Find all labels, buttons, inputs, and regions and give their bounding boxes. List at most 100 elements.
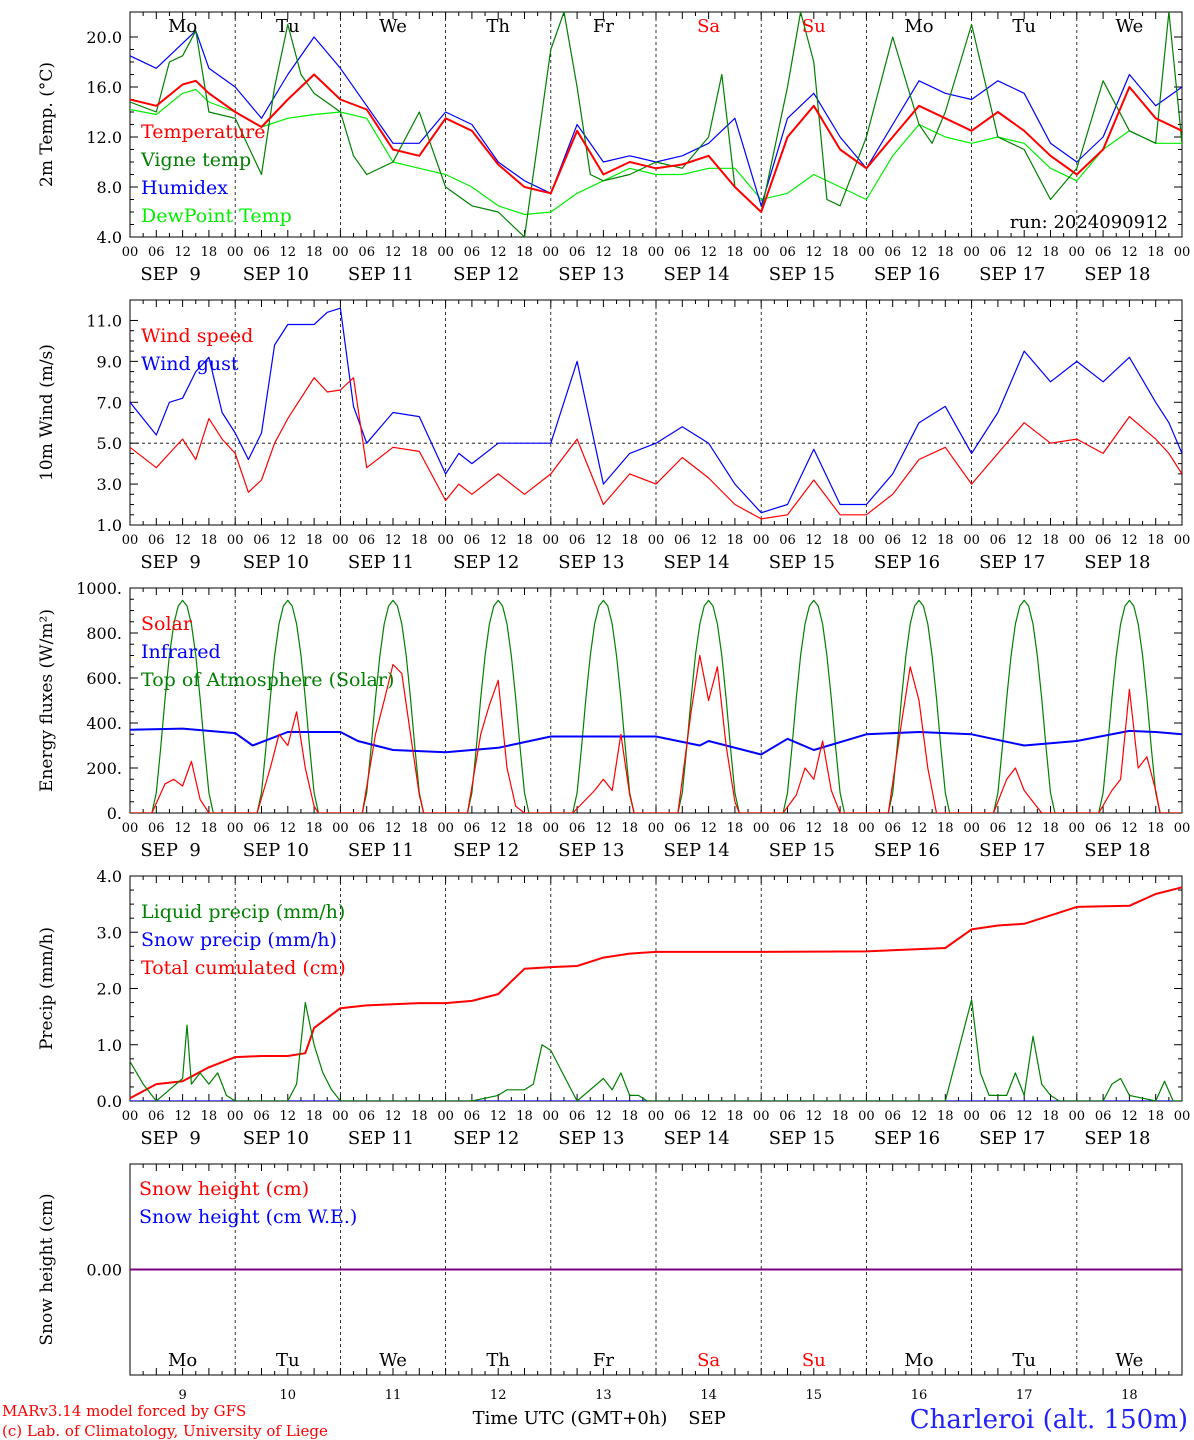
hour-label: 00 (437, 245, 454, 260)
legend-entry: Temperature (141, 121, 265, 143)
series-line-temperature (130, 73, 1182, 213)
hour-label: 06 (1095, 821, 1112, 836)
hour-label: 00 (858, 1109, 875, 1124)
series-line-vigne-temp (130, 12, 1182, 237)
date-label: SEP 11 (348, 264, 414, 285)
date-label: SEP 18 (1084, 552, 1150, 573)
hour-label: 12 (1121, 1109, 1138, 1124)
hour-label: 06 (569, 245, 586, 260)
hour-label: 18 (516, 245, 533, 260)
hour-label: 06 (779, 821, 796, 836)
hour-label: 06 (674, 821, 691, 836)
hour-label: 12 (806, 1109, 823, 1124)
y-tick-label: 12.0 (86, 128, 122, 147)
hour-label: 06 (253, 821, 270, 836)
weekday-label: Tu (1012, 16, 1036, 37)
weekday-label: Tu (1012, 1350, 1036, 1371)
date-label: SEP 9 (140, 552, 200, 573)
month-label: SEP (688, 1408, 726, 1429)
hour-label: 18 (411, 533, 428, 548)
legend-entry: DewPoint Temp (141, 205, 292, 227)
hour-label: 06 (884, 821, 901, 836)
series-line-humidex (130, 30, 1182, 207)
hour-label: 00 (753, 533, 770, 548)
hour-label: 12 (385, 245, 402, 260)
hour-label: 00 (1174, 1109, 1191, 1124)
hour-label: 18 (832, 821, 849, 836)
date-label: SEP 13 (558, 840, 624, 861)
hour-label: 00 (1069, 245, 1086, 260)
hour-label: 06 (253, 1109, 270, 1124)
hour-label: 00 (543, 245, 560, 260)
hour-label: 12 (490, 245, 507, 260)
hour-label: 00 (332, 245, 349, 260)
date-label: SEP 18 (1084, 1128, 1150, 1149)
hour-label: 00 (437, 821, 454, 836)
hour-label: 00 (332, 821, 349, 836)
hour-label: 00 (858, 245, 875, 260)
hour-label: 06 (148, 533, 165, 548)
hour-label: 18 (937, 821, 954, 836)
weekday-label: Mo (904, 1350, 933, 1371)
series-line-total-cumulated-cm (130, 886, 1182, 1100)
y-tick-label: 7.0 (97, 393, 122, 412)
hour-label: 00 (437, 533, 454, 548)
y-tick-label: 0.0 (97, 1092, 122, 1111)
series-line-wind-speed (130, 377, 1182, 520)
hour-label: 00 (227, 1109, 244, 1124)
hour-label: 00 (648, 1109, 665, 1124)
y-tick-label: 3.0 (97, 475, 122, 494)
hour-label: 18 (1042, 1109, 1059, 1124)
legend-entry: Snow precip (mm/h) (141, 929, 337, 951)
legend-entry: Humidex (141, 177, 228, 199)
hour-label: 06 (569, 821, 586, 836)
hour-label: 18 (201, 533, 218, 548)
series-line-top-of-atmosphere-solar (130, 599, 1182, 813)
date-label: SEP 11 (348, 552, 414, 573)
hour-label: 06 (464, 245, 481, 260)
hour-label: 00 (963, 1109, 980, 1124)
y-tick-label: 800. (86, 624, 122, 643)
weekday-label: We (379, 1350, 407, 1371)
hour-label: 12 (385, 533, 402, 548)
hour-label: 18 (937, 1109, 954, 1124)
hour-label: 12 (385, 1109, 402, 1124)
hour-label: 18 (1042, 821, 1059, 836)
date-label: SEP 12 (453, 552, 519, 573)
y-tick-label: 8.0 (97, 178, 122, 197)
date-label: SEP 10 (243, 552, 309, 573)
panel-frame (129, 11, 1183, 238)
legend-entry: Snow height (cm) (139, 1178, 309, 1200)
y-axis-label: Snow height (cm) (37, 1193, 57, 1345)
hour-label: 12 (806, 245, 823, 260)
hour-label: 12 (595, 1109, 612, 1124)
hour-label: 12 (806, 533, 823, 548)
hour-label: 00 (1174, 821, 1191, 836)
legend-entry: Wind speed (141, 325, 253, 347)
hour-label: 00 (227, 245, 244, 260)
hour-label: 00 (963, 533, 980, 548)
hour-label: 00 (227, 533, 244, 548)
hour-label: 12 (174, 533, 191, 548)
series-group (130, 599, 1182, 813)
date-label: SEP 12 (453, 840, 519, 861)
weekday-label: Su (802, 1350, 826, 1371)
panel-2: 1.0 3.0 5.0 7.0 9.0 11.0 10m Wind (m/s) Wind sp… (37, 299, 1190, 573)
hour-label: 06 (779, 1109, 796, 1124)
hour-label: 12 (1016, 821, 1033, 836)
legend-entry: Solar (141, 613, 193, 635)
hour-label: 12 (174, 821, 191, 836)
station-label: Charleroi (alt. 150m) (910, 1405, 1188, 1435)
series-group (130, 307, 1182, 520)
hour-label: 06 (1095, 245, 1112, 260)
day-number-label: 15 (806, 1388, 823, 1403)
hour-label: 12 (911, 533, 928, 548)
weekday-label: Mo (168, 16, 197, 37)
legend-entry: Top of Atmosphere (Solar) (141, 669, 394, 691)
weekday-label: Fr (593, 1350, 614, 1371)
legend-entry: Vigne temp (140, 149, 251, 171)
weekday-label: Mo (168, 1350, 197, 1371)
weekday-label: We (379, 16, 407, 37)
hour-label: 18 (621, 533, 638, 548)
hour-label: 06 (884, 533, 901, 548)
